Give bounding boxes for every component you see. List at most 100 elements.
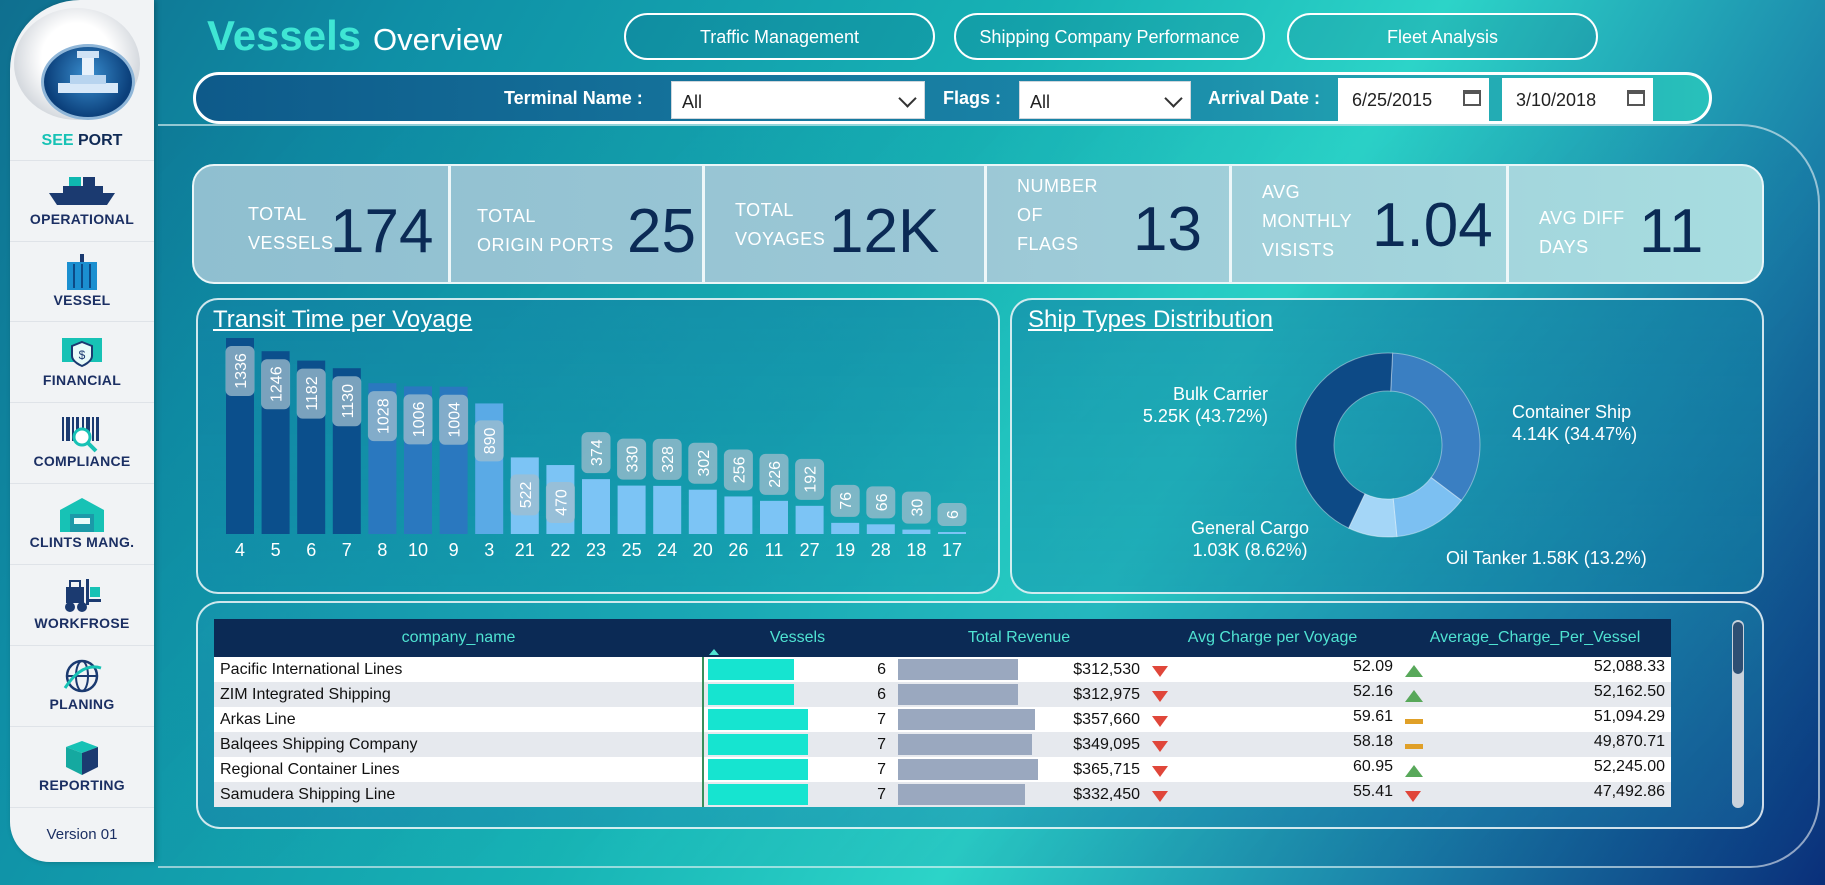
revenue-value: $357,660	[1073, 710, 1140, 728]
calendar-icon[interactable]	[1463, 90, 1481, 106]
calendar-icon[interactable]	[1627, 90, 1645, 106]
sidebar-item-clients[interactable]: CLINTS MANG.	[10, 483, 154, 564]
data-label-bg	[830, 484, 860, 517]
ship-types-panel	[1010, 298, 1764, 594]
table-row[interactable]: Samudera Shipping Line 7 $332,450 55.41 47,4…	[214, 782, 1671, 807]
kpi-total-vessels: TOTAL VESSELS 174	[194, 166, 451, 282]
table-row[interactable]: ZIM Integrated Shipping 6 $312,975 52.16 52,…	[214, 682, 1671, 707]
sidebar-item-vessel[interactable]: VESSEL	[10, 241, 154, 322]
vessels-value: 7	[877, 710, 886, 728]
data-label: 6	[945, 510, 962, 519]
bar[interactable]	[902, 529, 931, 534]
data-label-bg	[901, 491, 931, 524]
sidebar-item-financial[interactable]: $ FINANCIAL	[10, 321, 154, 402]
data-label-bg	[225, 346, 255, 396]
bar[interactable]	[866, 524, 895, 534]
avg-voyage-cell: 59.61	[1146, 707, 1399, 732]
data-label: 192	[803, 466, 820, 493]
kpi-value: 174	[330, 197, 434, 266]
revenue-value: $332,450	[1073, 785, 1140, 803]
vessels-databar	[708, 709, 808, 730]
bar[interactable]	[795, 505, 824, 534]
vessels-cell: 7	[702, 757, 892, 782]
vessels-databar	[708, 734, 808, 755]
kpi-total-origin-ports: TOTAL ORIGIN PORTS 25	[451, 166, 705, 282]
vessels-cell: 6	[702, 682, 892, 707]
x-tick-label: 17	[942, 540, 962, 560]
table-row[interactable]: Pacific International Lines 6 $312,530 52.0…	[214, 657, 1671, 682]
bar[interactable]	[938, 532, 966, 534]
flags-value: All	[1030, 92, 1051, 112]
data-label: 76	[838, 492, 855, 510]
col-vessels[interactable]: Vessels	[703, 619, 892, 657]
svg-text:$: $	[79, 348, 86, 362]
kpi-value: 12K	[829, 197, 940, 266]
sidebar-item-operational[interactable]: OPERATIONAL	[10, 160, 154, 241]
data-label-bg	[474, 420, 504, 462]
brand-name: SEE PORT	[41, 132, 123, 149]
slice-value-label: 4.14K (34.47%)	[1512, 424, 1637, 444]
avg-voyage-cell: 52.16	[1146, 682, 1399, 707]
data-label-bg	[723, 449, 753, 491]
fleet-analysis-button[interactable]: Fleet Analysis	[1287, 13, 1598, 60]
data-label-bg	[795, 458, 825, 500]
bar[interactable]	[688, 489, 717, 534]
vessels-value: 7	[877, 735, 886, 753]
bar[interactable]	[831, 522, 860, 534]
bar[interactable]	[724, 496, 753, 534]
data-label-bg	[759, 453, 789, 495]
company-name-cell: ZIM Integrated Shipping	[214, 682, 703, 707]
x-tick-label: 7	[342, 540, 352, 560]
barcode-search-icon	[60, 415, 104, 460]
donut-slice[interactable]	[1295, 352, 1394, 529]
avg-vessel-value: 52,245.00	[1593, 757, 1665, 775]
sidebar-item-label: WORKFROSE	[34, 615, 130, 631]
shipping-company-performance-button[interactable]: Shipping Company Performance	[954, 13, 1265, 60]
ship-types-title: Ship Types Distribution	[1028, 306, 1274, 333]
col-total-revenue[interactable]: Total Revenue	[892, 619, 1146, 657]
col-company-name[interactable]: company_name	[214, 619, 703, 657]
col-avg-charge-voyage[interactable]: Avg Charge per Voyage	[1146, 619, 1399, 657]
transit-chart-title: Transit Time per Voyage	[213, 306, 473, 333]
bar[interactable]	[653, 485, 682, 534]
forklift-icon	[58, 577, 106, 618]
vessels-cell: 6	[702, 657, 892, 682]
sidebar-item-workforce[interactable]: WORKFROSE	[10, 564, 154, 645]
avg-vessel-cell: 52,162.50	[1399, 682, 1671, 707]
bar[interactable]	[760, 500, 788, 534]
bar[interactable]	[617, 485, 646, 534]
table-row[interactable]: Arkas Line 7 $357,660 59.61 51,094.29	[214, 707, 1671, 732]
avg-voyage-value: 52.09	[1352, 657, 1393, 675]
traffic-management-button[interactable]: Traffic Management	[624, 13, 935, 60]
avg-vessel-cell: 52,245.00	[1399, 757, 1671, 782]
avg-vessel-cell: 52,088.33	[1399, 657, 1671, 682]
table-row[interactable]: Balqees Shipping Company 7 $349,095 58.18 49…	[214, 732, 1671, 757]
sidebar-item-label: FINANCIAL	[42, 372, 122, 388]
up-arrow-icon	[1405, 689, 1423, 702]
arrival-date-to-input[interactable]: 3/10/2018	[1502, 78, 1653, 121]
sidebar-item-label: VESSEL	[53, 292, 111, 308]
data-label: 30	[909, 499, 926, 517]
donut-slice[interactable]	[1390, 352, 1481, 502]
sidebar-item-reporting[interactable]: REPORTING	[10, 726, 154, 807]
arrival-date-from-input[interactable]: 6/25/2015	[1338, 78, 1489, 121]
arrival-date-label: Arrival Date :	[1208, 88, 1321, 108]
sidebar-item-compliance[interactable]: COMPLIANCE	[10, 402, 154, 483]
version-label: Version 01	[46, 826, 118, 843]
table-scroll-thumb[interactable]	[1733, 622, 1743, 674]
terminal-name-dropdown[interactable]: All	[671, 81, 925, 119]
x-tick-label: 28	[871, 540, 891, 560]
revenue-databar	[898, 734, 1032, 755]
data-label-bg	[652, 438, 682, 480]
kpi-value: 11	[1639, 197, 1704, 266]
slice-value-label: 1.03K (8.62%)	[1192, 540, 1307, 560]
table-row[interactable]: Regional Container Lines 7 $365,715 60.95 52…	[214, 757, 1671, 782]
col-avg-charge-vessel[interactable]: Average_Charge_Per_Vessel	[1399, 619, 1671, 657]
kpi-value: 13	[1133, 195, 1202, 264]
kpi-avg-diff-days: AVG DIFF DAYS 11	[1509, 166, 1762, 282]
bar[interactable]	[582, 479, 610, 534]
sidebar-item-planning[interactable]: PLANING	[10, 645, 154, 726]
avg-voyage-cell: 55.41	[1146, 782, 1399, 807]
flags-dropdown[interactable]: All	[1019, 81, 1191, 119]
